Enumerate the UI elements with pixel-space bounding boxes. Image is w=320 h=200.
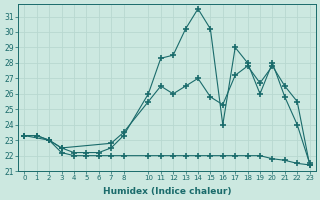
X-axis label: Humidex (Indice chaleur): Humidex (Indice chaleur)	[103, 187, 231, 196]
